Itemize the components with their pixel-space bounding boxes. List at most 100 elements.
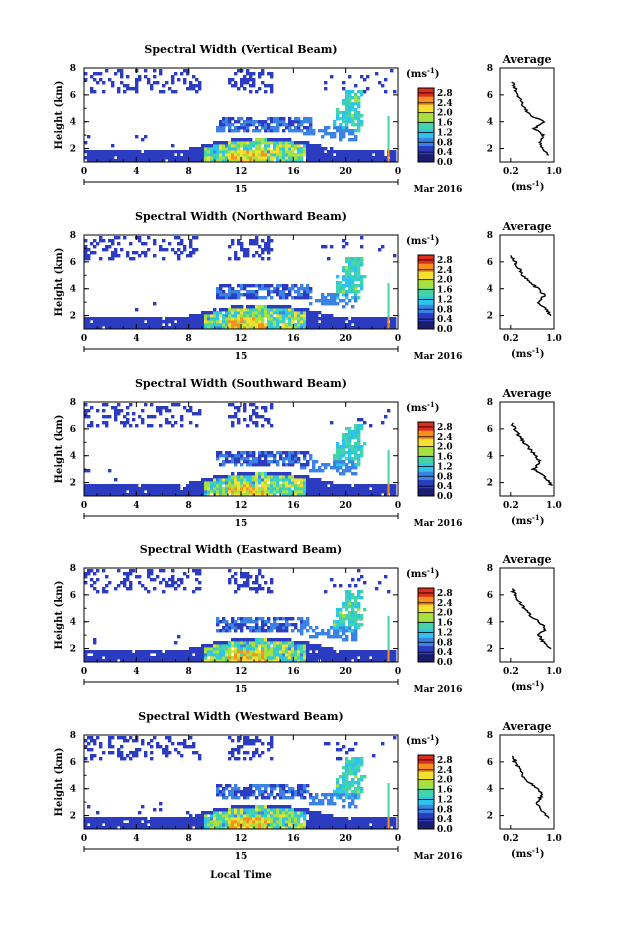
heatmap-cell [162, 257, 166, 261]
heatmap-cell [207, 490, 211, 494]
heatmap-cell [297, 820, 301, 824]
heatmap-cell [312, 484, 316, 488]
heatmap-cell [147, 820, 151, 824]
heatmap-cell [354, 493, 358, 497]
heatmap-cell [237, 757, 241, 761]
heatmap-cell [231, 150, 235, 154]
heatmap-cell [222, 823, 226, 827]
heatmap-cell [288, 790, 292, 794]
heatmap-cell [174, 251, 178, 255]
heatmap-cell [93, 820, 97, 824]
heatmap-cell [93, 484, 97, 488]
heatmap-cell [267, 257, 271, 261]
y-tick-label: 4 [70, 118, 76, 128]
heatmap-cell [309, 796, 313, 800]
heatmap-cell [270, 578, 274, 582]
heatmap-cell [387, 488, 390, 490]
heatmap-cell [366, 326, 370, 330]
heatmap-cell [210, 481, 214, 485]
heatmap-cell [270, 787, 274, 791]
heatmap-cell [219, 641, 223, 645]
heatmap-cell [291, 650, 295, 654]
heatmap-cell [282, 138, 286, 142]
heatmap-cell [288, 323, 292, 327]
heatmap-cell [249, 290, 253, 294]
heatmap-cell [357, 126, 361, 130]
heatmap-cell [273, 805, 277, 809]
heatmap-cell [330, 487, 334, 491]
heatmap-cell [342, 469, 346, 473]
heatmap-cell [336, 156, 340, 160]
heatmap-cell [129, 153, 133, 157]
heatmap-cell [93, 78, 97, 82]
heatmap-cell [159, 424, 163, 428]
colorbar-segment [418, 454, 434, 464]
colorbar-tick-label: 0.8 [437, 472, 453, 482]
heatmap-cell [120, 75, 124, 79]
heatmap-cell [189, 487, 193, 491]
heatmap-cell [291, 460, 295, 464]
heatmap-cell [276, 784, 280, 788]
heatmap-cell [279, 814, 283, 818]
heatmap-cell [306, 811, 310, 815]
heatmap-cell [168, 490, 172, 494]
heatmap-cell [267, 323, 271, 327]
heatmap-cell [165, 659, 169, 663]
heatmap-cell [216, 790, 220, 794]
heatmap-cell [351, 620, 355, 624]
heatmap-cell [339, 623, 343, 627]
heatmap-cell [369, 320, 373, 324]
heatmap-cell [159, 820, 163, 824]
heatmap-cell [225, 629, 229, 633]
heatmap-cell [285, 314, 289, 318]
heatmap-cell [303, 790, 307, 794]
heatmap-cell [201, 481, 205, 485]
heatmap-cell [105, 656, 109, 660]
heatmap-cell [237, 129, 241, 133]
heatmap-cell [237, 293, 241, 297]
date-label: Mar 2016 [414, 185, 463, 195]
heatmap-cell [345, 296, 349, 300]
heatmap-cell [294, 308, 298, 312]
heatmap-cell [297, 308, 301, 312]
heatmap-cell [255, 656, 259, 660]
heatmap-cell [255, 575, 259, 579]
heatmap-cell [360, 623, 364, 627]
heatmap-cell [228, 811, 232, 815]
heatmap-cell [261, 323, 265, 327]
heatmap-cell [351, 457, 355, 461]
heatmap-cell [177, 159, 181, 163]
heatmap-cell [198, 84, 202, 88]
heatmap-cell [270, 75, 274, 79]
heatmap-cell [237, 659, 241, 663]
heatmap-cell [180, 159, 184, 163]
avg-y-tick-label: 8 [487, 64, 493, 74]
heatmap-cell [219, 308, 223, 312]
heatmap-cell [270, 296, 274, 300]
heatmap-cell [105, 415, 109, 419]
heatmap-cell [186, 323, 190, 327]
heatmap-cell [291, 656, 295, 660]
heatmap-cell [306, 290, 310, 294]
heatmap-cell [282, 808, 286, 812]
heatmap-cell [198, 81, 202, 85]
heatmap-cell [345, 493, 349, 497]
heatmap-cell [264, 326, 268, 330]
heatmap-cell [303, 659, 307, 663]
heatmap-cell [252, 460, 256, 464]
heatmap-cell [270, 475, 274, 479]
heatmap-cell [255, 620, 259, 624]
heatmap-cell [186, 487, 190, 491]
heatmap-cell [159, 808, 163, 812]
heatmap-cell [87, 415, 91, 419]
heatmap-cell [210, 478, 214, 482]
heatmap-cell [342, 156, 346, 160]
heatmap-cell [264, 141, 268, 145]
heatmap-cell [357, 317, 361, 321]
heatmap-cell [258, 659, 262, 663]
colorbar-segment [418, 145, 434, 155]
heatmap-cell [288, 144, 292, 148]
heatmap-cell [165, 421, 169, 425]
heatmap-cell [375, 159, 379, 163]
heatmap-cell [309, 635, 313, 639]
